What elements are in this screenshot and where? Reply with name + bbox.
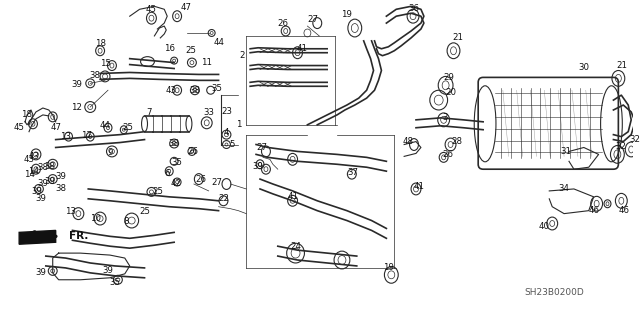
Text: 48: 48: [403, 137, 413, 146]
Text: 31: 31: [561, 147, 572, 156]
Text: 38: 38: [44, 162, 55, 171]
Text: 43: 43: [28, 152, 40, 161]
Text: 3: 3: [443, 113, 449, 122]
Text: 41: 41: [287, 192, 298, 201]
Text: 19: 19: [342, 10, 353, 19]
Text: 30: 30: [579, 63, 589, 72]
Text: 38: 38: [189, 86, 200, 95]
Text: 26: 26: [188, 147, 198, 156]
Text: 11: 11: [201, 58, 212, 67]
Text: 23: 23: [221, 108, 232, 116]
Text: 46: 46: [588, 206, 599, 215]
Text: 15: 15: [100, 59, 111, 68]
Text: 39: 39: [253, 162, 264, 171]
Text: 32: 32: [630, 135, 640, 144]
Polygon shape: [19, 230, 56, 244]
Text: 28: 28: [451, 137, 462, 146]
Text: 22: 22: [218, 194, 229, 203]
Text: 35: 35: [172, 158, 182, 167]
Text: FR.: FR.: [68, 231, 88, 241]
Text: 39: 39: [71, 80, 82, 89]
Text: 21: 21: [617, 61, 628, 70]
Text: 39: 39: [35, 268, 46, 277]
Text: 16: 16: [164, 44, 175, 53]
Text: 26: 26: [277, 19, 288, 28]
Text: 39: 39: [55, 172, 66, 181]
Text: 14: 14: [24, 170, 35, 179]
Text: 41: 41: [413, 182, 424, 191]
Text: 38: 38: [55, 184, 66, 193]
Text: 12: 12: [71, 102, 82, 112]
Text: 43: 43: [24, 155, 35, 164]
Text: 25: 25: [139, 207, 150, 216]
Text: 36: 36: [408, 4, 420, 13]
Text: 32: 32: [616, 142, 627, 151]
Text: 39: 39: [37, 179, 48, 188]
Text: 44: 44: [213, 38, 224, 47]
Text: 41: 41: [297, 44, 308, 53]
Text: 39: 39: [44, 176, 55, 186]
Text: 39: 39: [102, 266, 113, 275]
Text: 38: 38: [90, 71, 100, 80]
Text: 46: 46: [619, 206, 630, 215]
Text: 27: 27: [211, 178, 222, 187]
Text: 10: 10: [90, 214, 100, 223]
Text: 13: 13: [65, 207, 76, 216]
Text: 27: 27: [257, 143, 268, 152]
Text: 4: 4: [224, 128, 229, 137]
Text: 37: 37: [348, 168, 358, 177]
Text: 8: 8: [123, 217, 129, 226]
Text: 39: 39: [35, 194, 46, 203]
Text: 1: 1: [236, 120, 241, 129]
Text: 5: 5: [230, 140, 235, 149]
Text: 27: 27: [308, 15, 319, 24]
Text: 43: 43: [166, 86, 177, 95]
Text: 2: 2: [239, 51, 245, 60]
Text: 40: 40: [539, 222, 550, 231]
Text: 20: 20: [445, 88, 456, 97]
Text: 44: 44: [100, 121, 111, 130]
Text: 18: 18: [20, 110, 31, 119]
Text: 45: 45: [13, 123, 25, 132]
Text: 14: 14: [28, 167, 40, 176]
Text: 34: 34: [559, 184, 570, 193]
Text: 47: 47: [180, 3, 191, 12]
Text: 39: 39: [31, 187, 42, 197]
Text: 42: 42: [171, 179, 182, 188]
Text: 25: 25: [122, 123, 133, 132]
Text: 21: 21: [452, 33, 463, 42]
Text: 38: 38: [37, 163, 49, 172]
Text: 26: 26: [442, 150, 453, 159]
Text: 9: 9: [108, 148, 113, 157]
Text: 26: 26: [195, 174, 206, 183]
Text: 33: 33: [203, 108, 214, 117]
Text: 18: 18: [95, 39, 106, 48]
Text: 25: 25: [152, 187, 163, 197]
Text: 6: 6: [164, 169, 170, 178]
Text: 24: 24: [290, 242, 301, 251]
Text: SH23B0200D: SH23B0200D: [524, 288, 584, 297]
Text: 35: 35: [211, 84, 222, 93]
Text: 38: 38: [169, 139, 180, 148]
Text: 29: 29: [443, 73, 454, 82]
Text: 17: 17: [81, 131, 92, 140]
Text: 13: 13: [60, 132, 71, 141]
Text: 45: 45: [146, 5, 157, 14]
Text: 19: 19: [383, 263, 394, 272]
Text: 7: 7: [147, 108, 152, 117]
Text: 35: 35: [109, 278, 120, 287]
Text: 25: 25: [186, 46, 196, 55]
Text: 47: 47: [50, 123, 61, 132]
